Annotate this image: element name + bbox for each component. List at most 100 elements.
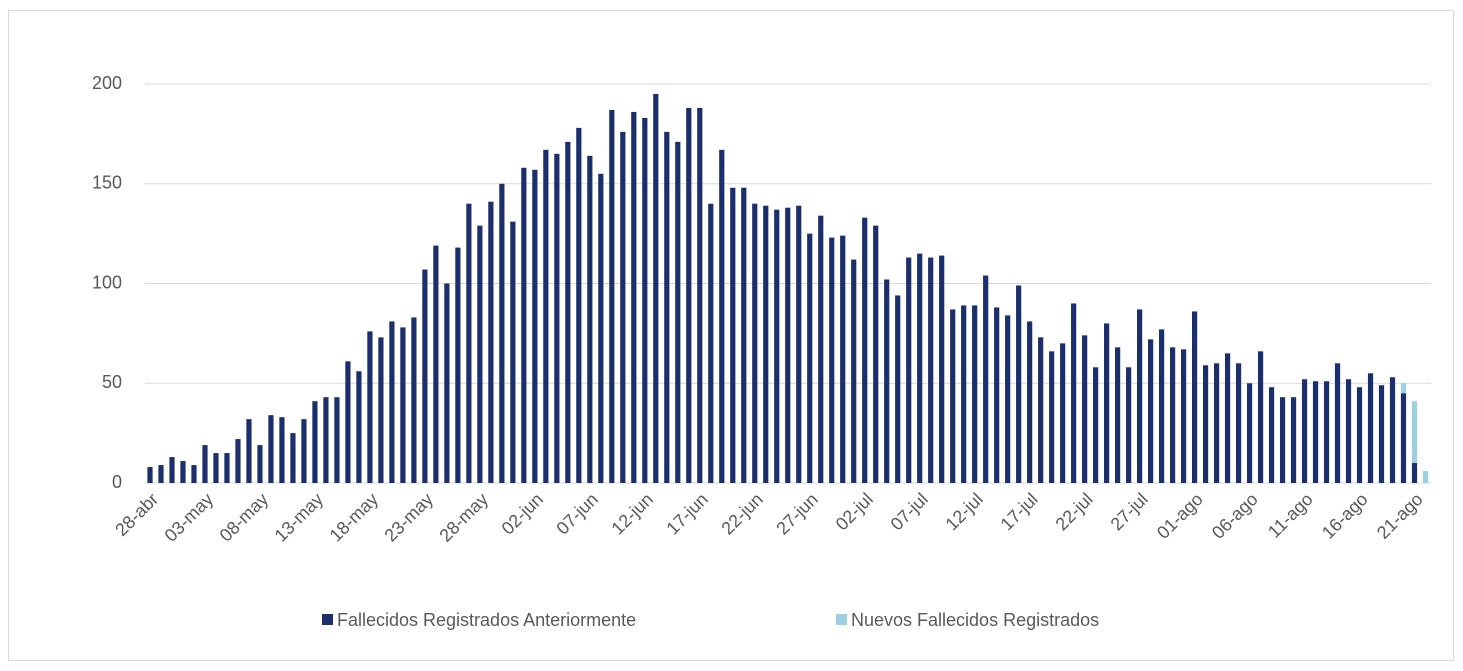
bar	[1213, 363, 1220, 483]
bar	[873, 225, 879, 483]
bar	[499, 183, 505, 483]
y-tick-label: 100	[92, 272, 122, 292]
bar	[1005, 315, 1011, 483]
bar	[235, 439, 241, 483]
bar	[609, 109, 615, 483]
bar	[191, 465, 197, 483]
legend-swatch	[836, 614, 847, 625]
y-tick-label: 200	[92, 73, 122, 93]
bar	[422, 269, 428, 483]
bar	[565, 141, 571, 484]
bar	[664, 131, 670, 483]
bar	[1246, 383, 1253, 483]
bar	[697, 107, 703, 483]
bar	[477, 225, 483, 483]
bar	[895, 295, 901, 483]
bar	[1027, 321, 1033, 483]
bar	[796, 205, 802, 483]
legend-label: Nuevos Fallecidos Registrados	[851, 610, 1099, 630]
bar	[543, 149, 549, 483]
bar	[576, 127, 582, 483]
bar	[488, 201, 494, 483]
bar	[334, 397, 340, 483]
bar	[939, 255, 945, 483]
bar	[961, 305, 967, 483]
bar	[455, 247, 461, 483]
bar	[367, 331, 373, 483]
bar	[983, 275, 989, 483]
bar	[818, 215, 824, 484]
bar	[378, 337, 384, 483]
bar	[1422, 471, 1429, 483]
bar	[884, 279, 890, 483]
bar	[301, 419, 307, 483]
bar	[1323, 381, 1330, 483]
bar	[246, 419, 252, 483]
bar	[1301, 379, 1308, 483]
bar	[1170, 347, 1176, 483]
bar	[290, 433, 296, 483]
bar	[433, 245, 439, 483]
bar	[1159, 329, 1165, 483]
bar	[917, 253, 923, 483]
bar	[587, 155, 593, 483]
bar	[279, 417, 285, 483]
bar	[708, 203, 714, 483]
bar	[312, 401, 318, 483]
bar	[257, 445, 263, 483]
bar	[1367, 373, 1374, 483]
y-tick-label: 50	[102, 372, 122, 392]
bar	[642, 117, 648, 483]
bar	[400, 327, 406, 483]
bar	[411, 317, 417, 483]
bar	[202, 445, 208, 483]
bar	[1104, 323, 1110, 483]
bar	[862, 217, 868, 484]
bar	[851, 259, 857, 483]
bar	[1400, 383, 1407, 394]
bar	[994, 307, 1000, 483]
bar	[1071, 303, 1077, 483]
bar	[1411, 401, 1418, 464]
bar	[532, 169, 538, 483]
bar	[323, 397, 329, 483]
bar	[1137, 309, 1143, 483]
bar	[774, 209, 780, 483]
bar	[741, 187, 747, 484]
bar	[807, 233, 813, 483]
bar	[158, 465, 164, 483]
bar	[675, 141, 681, 484]
bar	[752, 203, 758, 483]
bar	[598, 173, 604, 483]
bar	[1345, 379, 1352, 483]
bar	[224, 453, 230, 483]
bar	[1191, 311, 1198, 483]
bar	[1038, 337, 1044, 483]
bar	[1093, 367, 1099, 483]
bar	[1148, 339, 1154, 483]
bar	[554, 153, 560, 483]
bar	[1400, 393, 1407, 483]
bar	[1202, 365, 1209, 483]
bar	[972, 305, 978, 483]
bar	[719, 149, 725, 483]
legend-label: Fallecidos Registrados Anteriormente	[337, 610, 636, 630]
bar	[730, 187, 736, 484]
bar	[1279, 397, 1286, 483]
bar	[268, 415, 274, 483]
bar	[1257, 351, 1264, 483]
bar	[763, 205, 769, 483]
bar	[466, 203, 472, 483]
bar	[1060, 343, 1066, 483]
bar	[1049, 351, 1055, 483]
bar	[147, 467, 153, 483]
bar	[389, 321, 395, 483]
bar	[1389, 377, 1396, 483]
bar	[829, 237, 835, 483]
bar	[345, 361, 351, 483]
bar	[1082, 335, 1088, 483]
bar	[631, 111, 637, 484]
bar	[1290, 397, 1297, 483]
